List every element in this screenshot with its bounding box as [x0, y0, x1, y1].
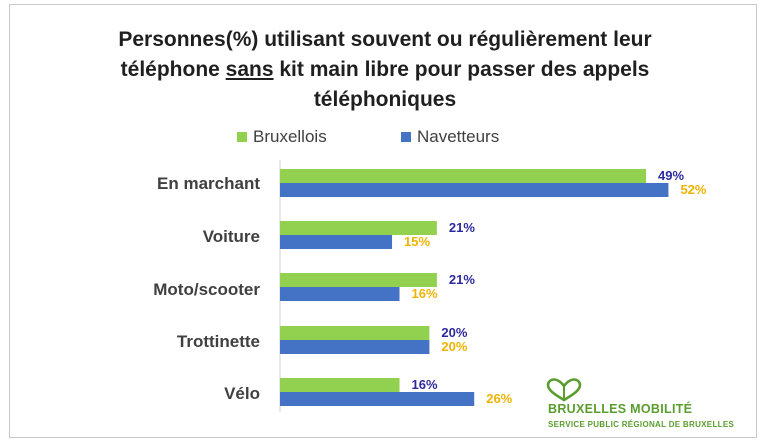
legend-label-navetteurs: Navetteurs: [417, 127, 500, 146]
data-label-navetteurs-moto-scooter: 16%: [412, 286, 438, 301]
category-label-trottinette: Trottinette: [176, 332, 260, 351]
bar-bruxellois-moto-scooter: [280, 273, 437, 287]
data-label-bruxellois-velo: 16%: [412, 377, 438, 392]
legend-swatch-navetteurs: [401, 132, 411, 142]
chart-legend: Bruxellois Navetteurs: [0, 127, 768, 149]
data-label-bruxellois-en-marchant: 49%: [658, 168, 684, 183]
title-line-2a: téléphone: [120, 58, 226, 81]
bar-navetteurs-voiture: [280, 235, 393, 249]
title-line-1: Personnes(%) utilisant souvent ou réguli…: [118, 28, 652, 51]
bar-bruxellois-voiture: [280, 221, 437, 235]
data-label-navetteurs-trottinette: 20%: [441, 339, 467, 354]
title-line-2b: kit main libre pour passer des appels: [273, 58, 650, 81]
bruxelles-mobilite-logo: BRUXELLES MOBILITÉ SERVICE PUBLIC RÉGION…: [546, 378, 758, 432]
bar-navetteurs-en-marchant: [280, 183, 669, 197]
bar-navetteurs-velo: [280, 392, 475, 406]
bar-bruxellois-velo: [280, 378, 400, 392]
bar-bruxellois-en-marchant: [280, 169, 647, 183]
data-label-bruxellois-trottinette: 20%: [441, 325, 467, 340]
bar-navetteurs-trottinette: [280, 340, 430, 354]
data-label-navetteurs-voiture: 15%: [404, 234, 430, 249]
title-emphasis: sans: [225, 58, 274, 81]
logo-subtitle: SERVICE PUBLIC RÉGIONAL DE BRUXELLES: [548, 420, 735, 429]
category-label-en-marchant: En marchant: [157, 174, 260, 193]
legend-item-bruxellois: Bruxellois: [237, 127, 327, 147]
category-label-moto-scooter: Moto/scooter: [153, 280, 260, 299]
category-label-voiture: Voiture: [202, 227, 260, 246]
heart-leaf-icon: [546, 378, 582, 402]
chart-title: Personnes(%) utilisant souvent ou réguli…: [40, 25, 730, 115]
legend-swatch-bruxellois: [237, 132, 247, 142]
logo-name: BRUXELLES MOBILITÉ: [548, 402, 693, 416]
legend-item-navetteurs: Navetteurs: [401, 127, 499, 147]
legend-label-bruxellois: Bruxellois: [253, 127, 327, 146]
bar-bruxellois-trottinette: [280, 326, 430, 340]
data-label-navetteurs-velo: 26%: [486, 391, 512, 406]
category-label-velo: Vélo: [224, 384, 260, 403]
data-label-bruxellois-voiture: 21%: [449, 220, 475, 235]
data-label-navetteurs-en-marchant: 52%: [680, 182, 706, 197]
title-line-3: téléphoniques: [313, 88, 457, 111]
bar-navetteurs-moto-scooter: [280, 287, 400, 301]
data-label-bruxellois-moto-scooter: 21%: [449, 272, 475, 287]
